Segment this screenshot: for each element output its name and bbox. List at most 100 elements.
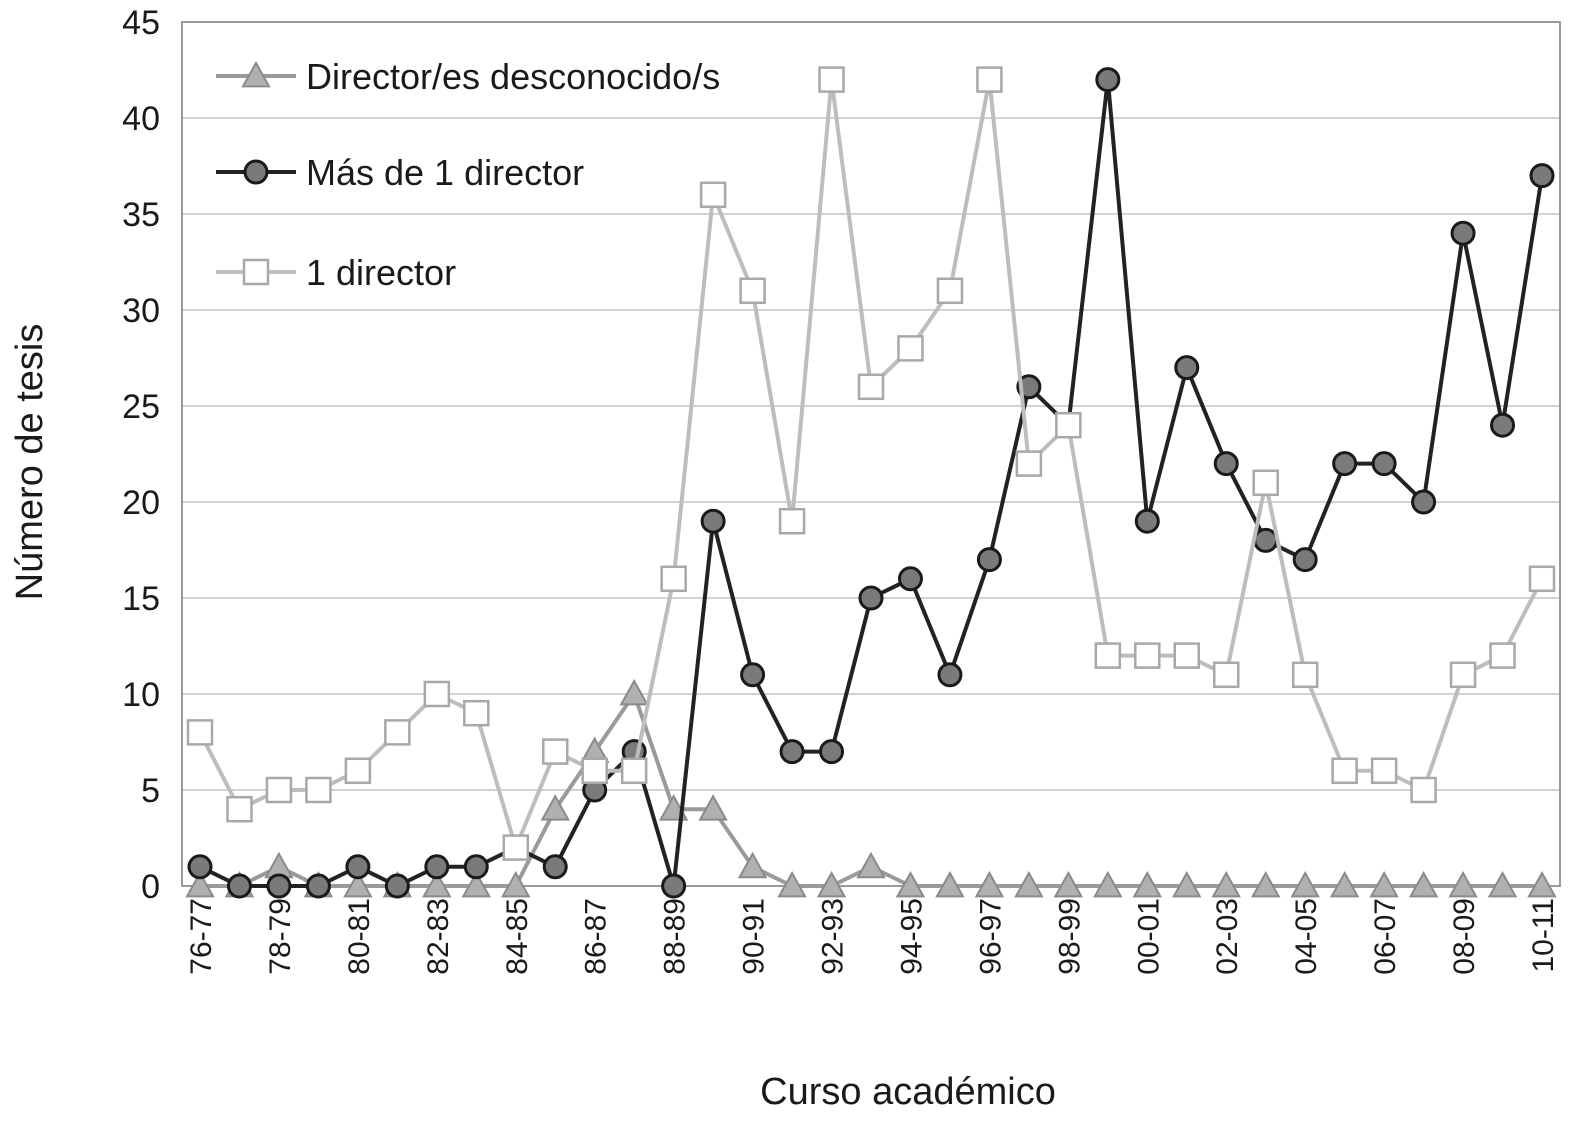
point-mas-de-1-director-10-11 — [1529, 163, 1555, 189]
x-tick-label-00-01: 00-01 — [1132, 898, 1165, 975]
y-axis-ticks: 0 5 10 15 20 25 30 35 40 45 — [122, 4, 160, 906]
point-1-director-84-85 — [502, 834, 530, 861]
y-tick-label-10: 10 — [122, 676, 160, 714]
point-mas-de-1-director-93-94 — [858, 585, 884, 611]
point-mas-de-1-director-78-79 — [266, 873, 292, 899]
point-mas-de-1-director-76-77 — [187, 854, 213, 880]
point-director-es-desconocido-s-05-06 — [1329, 870, 1360, 898]
series-director-es-desconocido-s — [185, 678, 1557, 898]
point-1-director-82-83 — [423, 680, 451, 708]
x-tick-label-76-77: 76-77 — [185, 898, 218, 975]
legend-label-director-es-desconocido-s: Director/es desconocido/s — [306, 56, 720, 97]
y-tick-label-20: 20 — [122, 484, 160, 522]
point-mas-de-1-director-05-06 — [1332, 451, 1358, 477]
point-1-director-87-88 — [620, 757, 648, 785]
point-mas-de-1-director-01-02 — [1174, 355, 1200, 381]
point-1-director-77-78 — [226, 795, 253, 823]
gridlines — [182, 117, 1560, 791]
y-tick-label-15: 15 — [122, 580, 160, 618]
point-1-director-09-10 — [1489, 642, 1516, 669]
point-director-es-desconocido-s-00-01 — [1132, 870, 1162, 898]
legend-marker-director-es-desconocido-s — [241, 60, 271, 88]
point-1-director-98-99 — [1055, 411, 1082, 439]
point-mas-de-1-director-91-92 — [779, 739, 805, 765]
legend-marker-1-director — [242, 258, 270, 286]
point-1-director-06-07 — [1370, 757, 1398, 785]
point-1-director-85-86 — [541, 738, 569, 765]
point-director-es-desconocido-s-83-84 — [461, 870, 491, 898]
point-mas-de-1-director-03-04 — [1253, 527, 1279, 553]
y-tick-label-5: 5 — [141, 772, 160, 810]
x-tick-label-04-05: 04-05 — [1290, 898, 1323, 975]
point-mas-de-1-director-95-96 — [937, 662, 963, 688]
point-1-director-93-94 — [857, 373, 885, 401]
x-axis-ticks: 76-77 78-79 80-81 82-83 84-85 86-87 88-89 90-91… — [185, 898, 1560, 975]
point-mas-de-1-director-02-03 — [1213, 451, 1239, 477]
point-1-director-81-82 — [384, 719, 411, 746]
x-tick-label-82-83: 82-83 — [422, 898, 455, 975]
point-director-es-desconocido-s-93-94 — [856, 851, 886, 879]
point-director-es-desconocido-s-91-92 — [777, 870, 807, 898]
point-mas-de-1-director-77-78 — [226, 873, 252, 899]
point-1-director-88-89 — [660, 565, 687, 593]
point-mas-de-1-director-90-91 — [740, 662, 766, 688]
point-director-es-desconocido-s-97-98 — [1014, 870, 1044, 898]
legend-label-1-director: 1 director — [306, 252, 456, 293]
x-tick-label-02-03: 02-03 — [1211, 898, 1244, 975]
point-director-es-desconocido-s-09-10 — [1487, 870, 1518, 898]
point-1-director-78-79 — [265, 776, 293, 804]
point-mas-de-1-director-09-10 — [1490, 412, 1516, 438]
y-axis-title: Número de tesis — [9, 324, 51, 601]
point-1-director-90-91 — [739, 277, 766, 305]
point-1-director-04-05 — [1291, 661, 1319, 689]
legend-item-director-es-desconocido-s: Director/es desconocido/s — [216, 56, 720, 97]
point-1-director-01-02 — [1173, 642, 1201, 669]
point-director-es-desconocido-s-99-00 — [1093, 870, 1123, 898]
point-mas-de-1-director-92-93 — [819, 739, 845, 765]
x-tick-label-90-91: 90-91 — [738, 898, 771, 975]
x-tick-label-92-93: 92-93 — [817, 898, 850, 975]
point-director-es-desconocido-s-87-88 — [619, 678, 649, 706]
point-1-director-02-03 — [1212, 661, 1240, 689]
x-tick-label-78-79: 78-79 — [264, 898, 297, 975]
point-director-es-desconocido-s-84-85 — [501, 870, 531, 898]
point-mas-de-1-director-06-07 — [1371, 451, 1397, 477]
y-tick-label-45: 45 — [122, 4, 160, 42]
point-mas-de-1-director-82-83 — [424, 854, 450, 880]
y-tick-label-35: 35 — [122, 196, 160, 234]
x-tick-label-96-97: 96-97 — [974, 898, 1007, 975]
point-1-director-08-09 — [1449, 661, 1477, 689]
point-mas-de-1-director-85-86 — [542, 854, 568, 880]
point-director-es-desconocido-s-06-07 — [1369, 870, 1399, 898]
x-tick-label-88-89: 88-89 — [659, 898, 692, 975]
point-director-es-desconocido-s-04-05 — [1290, 870, 1320, 898]
point-mas-de-1-director-80-81 — [345, 854, 371, 880]
legend-label-mas-de-1-director: Más de 1 director — [306, 152, 584, 193]
legend: Director/es desconocido/s Más de 1 direct… — [216, 56, 720, 293]
point-director-es-desconocido-s-76-77 — [185, 870, 215, 898]
point-director-es-desconocido-s-01-02 — [1172, 870, 1202, 898]
point-director-es-desconocido-s-94-95 — [895, 870, 926, 898]
point-1-director-80-81 — [344, 757, 372, 785]
x-tick-label-84-85: 84-85 — [501, 898, 534, 975]
x-tick-label-80-81: 80-81 — [343, 898, 376, 975]
x-tick-label-94-95: 94-95 — [895, 898, 928, 975]
series-1-director — [186, 66, 1556, 861]
point-director-es-desconocido-s-08-09 — [1448, 870, 1478, 898]
point-director-es-desconocido-s-02-03 — [1211, 870, 1241, 898]
point-mas-de-1-director-94-95 — [897, 566, 923, 592]
point-mas-de-1-director-88-89 — [661, 873, 687, 899]
x-tick-label-10-11: 10-11 — [1527, 898, 1560, 973]
point-mas-de-1-director-07-08 — [1411, 489, 1437, 515]
point-mas-de-1-director-04-05 — [1292, 547, 1318, 573]
point-director-es-desconocido-s-07-08 — [1408, 870, 1439, 898]
point-1-director-05-06 — [1331, 757, 1358, 785]
point-1-director-96-97 — [976, 66, 1003, 93]
series-layer — [185, 66, 1557, 899]
point-1-director-79-80 — [305, 776, 332, 804]
point-1-director-86-87 — [581, 757, 608, 785]
point-1-director-89-90 — [699, 181, 727, 209]
point-director-es-desconocido-s-90-91 — [737, 851, 768, 879]
point-1-director-03-04 — [1252, 469, 1279, 497]
